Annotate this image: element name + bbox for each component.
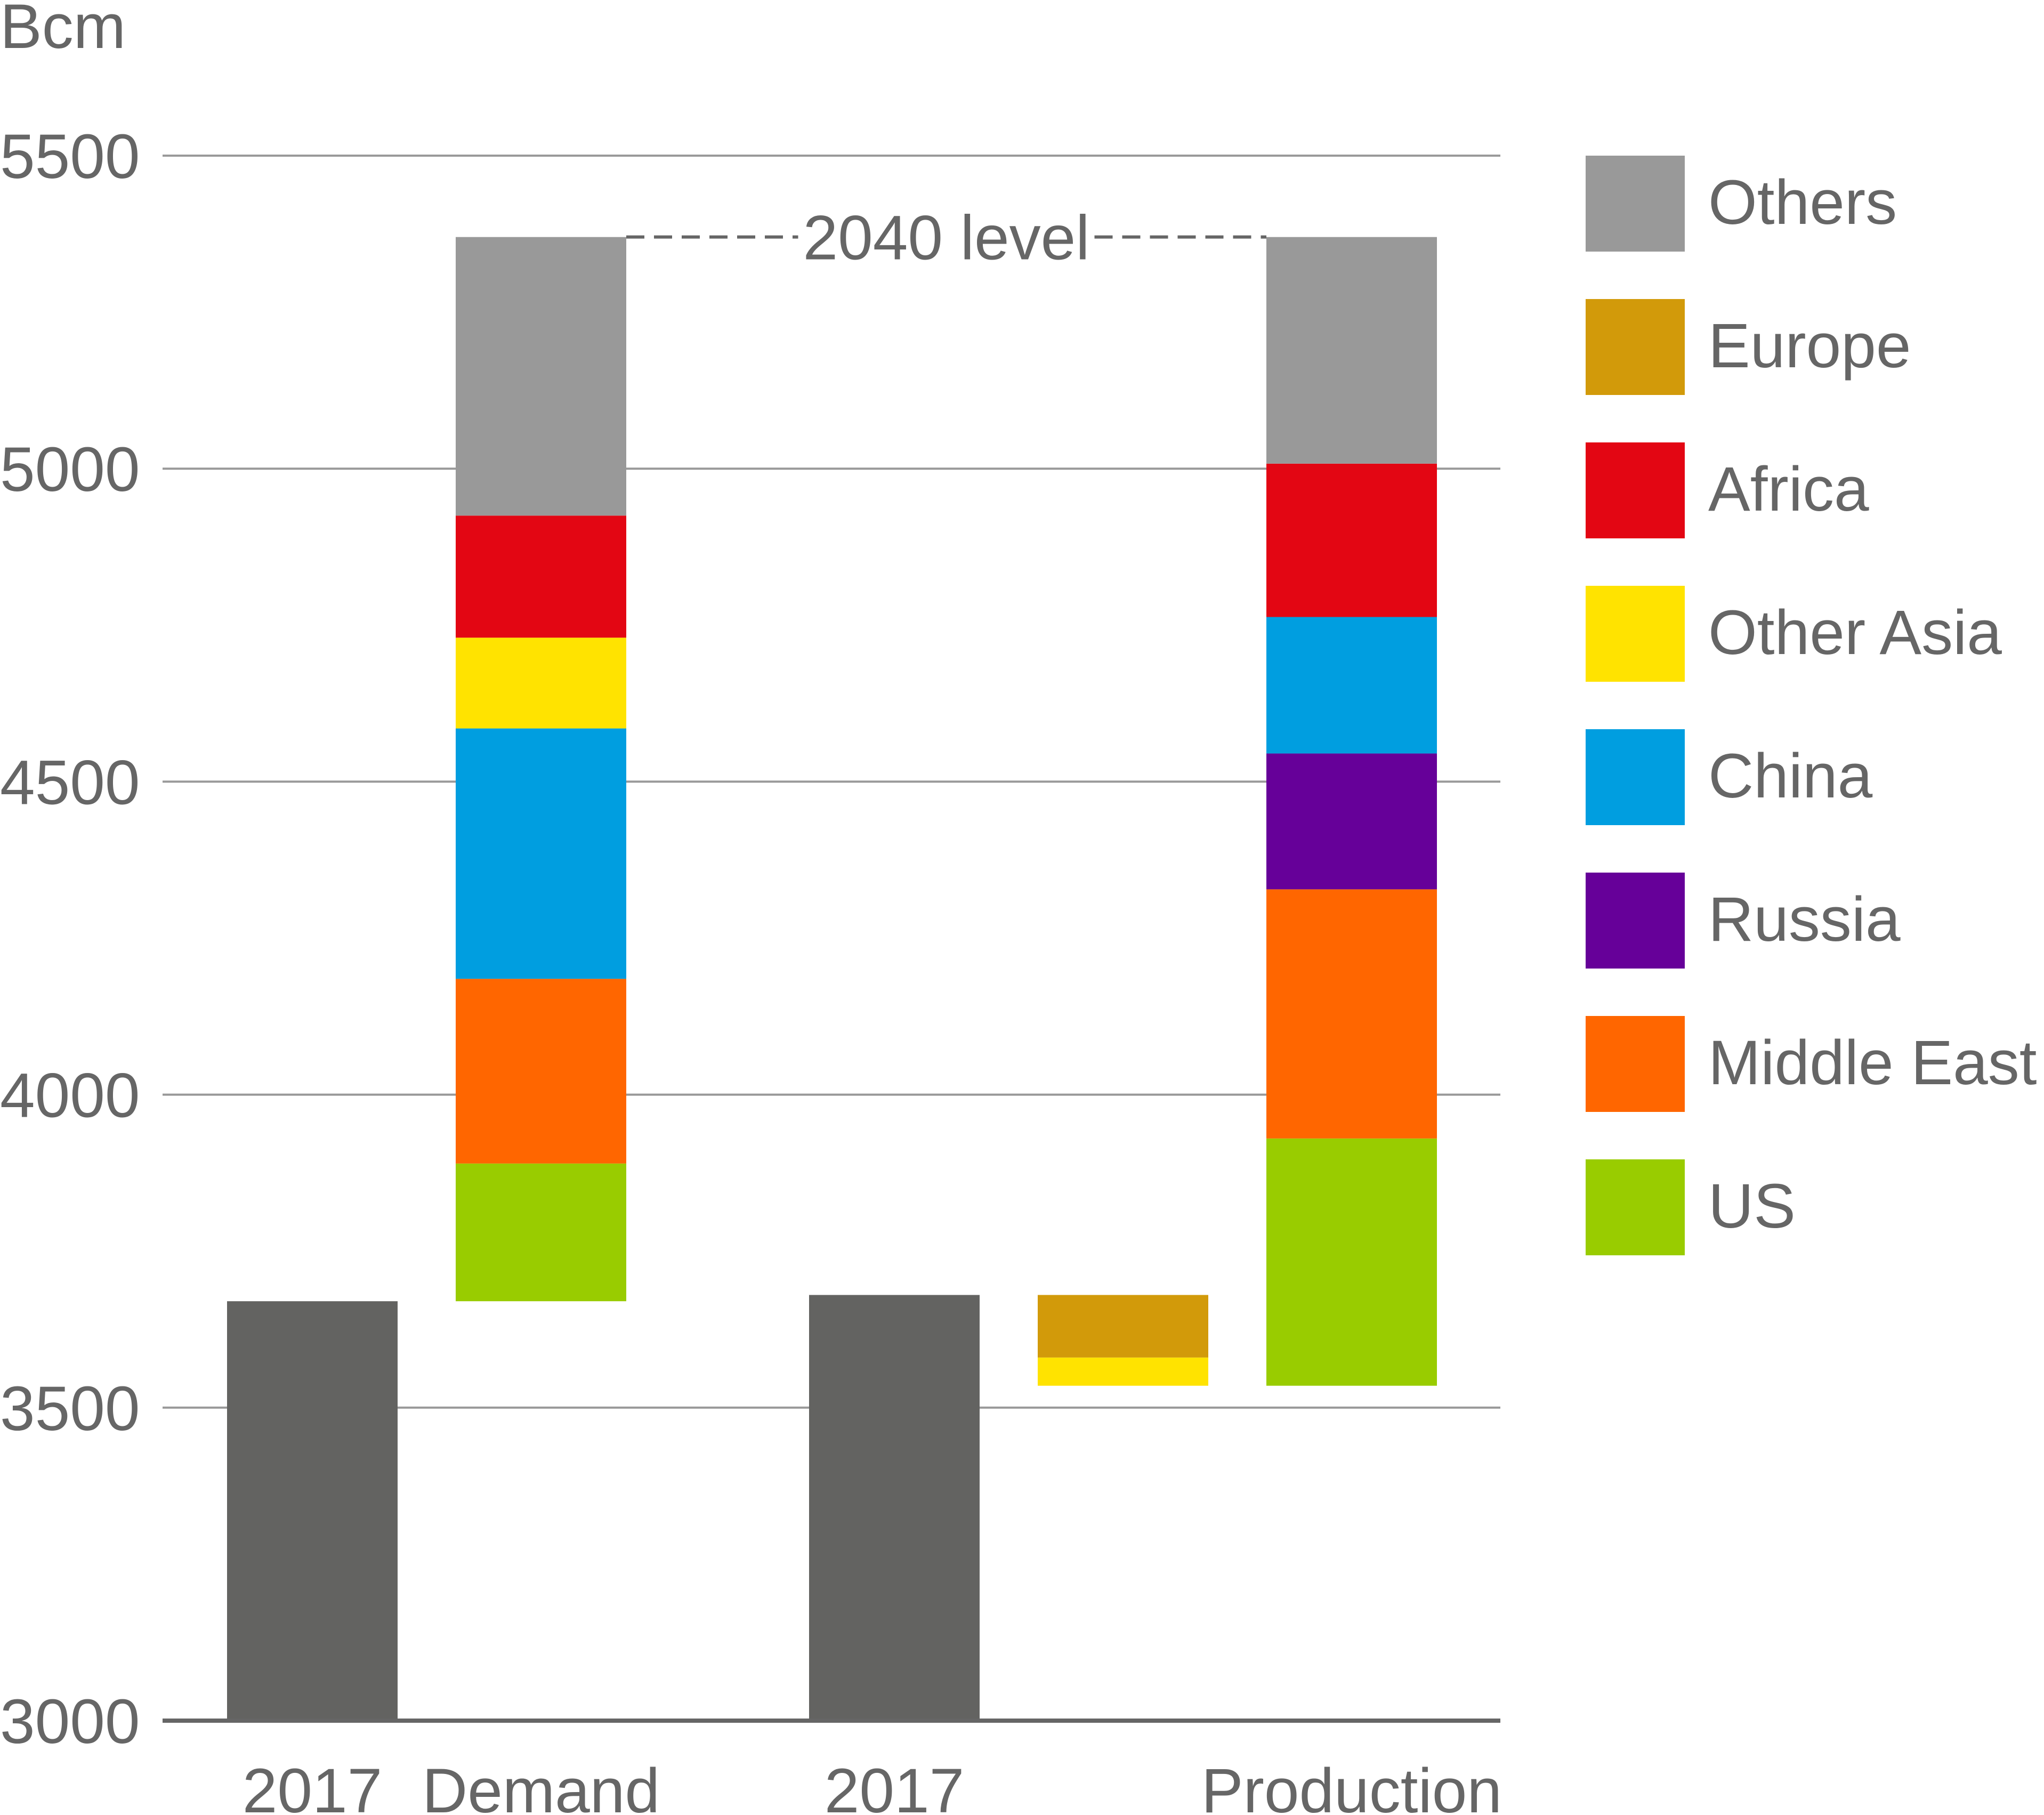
- y-tick-label: 5500: [0, 122, 140, 192]
- legend-swatch: [1586, 299, 1685, 395]
- x-tick-label: 2017: [825, 1756, 965, 1815]
- x-tick-label: Production: [1201, 1756, 1502, 1815]
- legend-swatch: [1586, 586, 1685, 682]
- y-tick-label: 3500: [0, 1374, 140, 1444]
- legend-swatch: [1586, 873, 1685, 969]
- legend-swatch: [1586, 442, 1685, 538]
- legend-label: Africa: [1708, 454, 1869, 525]
- y-axis-ticks: 3000 3500 4000 4500 5000 5500: [0, 122, 140, 1757]
- legend-item-europe: Europe: [1586, 299, 2044, 395]
- legend-label: China: [1708, 741, 1873, 811]
- bar-segment-demand-us: [456, 1163, 626, 1302]
- bar-segment-decline-europe: [1038, 1295, 1208, 1358]
- legend-swatch: [1586, 156, 1685, 252]
- bar-segment-demand-other-asia: [456, 638, 626, 729]
- bar-segment-production-middle-east: [1266, 889, 1437, 1139]
- legend-label: Middle East: [1708, 1028, 2037, 1098]
- level-annotation: 2040 level: [626, 203, 1266, 273]
- bar-segment-production-russia: [1266, 753, 1437, 890]
- bar-segment-decline-other-asia: [1038, 1357, 1208, 1386]
- bar-2017-production: [809, 1295, 980, 1721]
- legend-item-china: China: [1586, 729, 2044, 825]
- y-tick-label: 3000: [0, 1687, 140, 1757]
- level-annotation-label: 2040 level: [803, 203, 1090, 273]
- bar-segment-demand-china: [456, 728, 626, 979]
- legend-label: Others: [1708, 167, 1897, 238]
- bar-segment-production-us: [1266, 1138, 1437, 1386]
- legend-item-us: US: [1586, 1159, 2044, 1255]
- y-axis-unit-label: Bcm: [0, 0, 126, 62]
- legend-item-middle-east: Middle East: [1586, 1016, 2044, 1112]
- legend-item-other-asia: Other Asia: [1586, 586, 2044, 682]
- legend-label: US: [1708, 1171, 1796, 1241]
- bar-segment-demand-africa: [456, 515, 626, 638]
- y-tick-label: 4000: [0, 1061, 140, 1131]
- bar-segment-production-others: [1266, 237, 1437, 464]
- legend-swatch: [1586, 1159, 1685, 1255]
- bars: [227, 237, 1437, 1721]
- x-tick-label: 2017: [243, 1756, 383, 1815]
- legend-label: Europe: [1708, 311, 1911, 381]
- bar-segment-production-china: [1266, 617, 1437, 754]
- legend-swatch: [1586, 729, 1685, 825]
- legend-swatch: [1586, 1016, 1685, 1112]
- x-axis-labels: 2017 Demand 2017 Production: [243, 1756, 1502, 1815]
- bar-segment-demand-middle-east: [456, 979, 626, 1164]
- y-tick-label: 4500: [0, 747, 140, 818]
- legend-item-russia: Russia: [1586, 873, 2044, 969]
- y-tick-label: 5000: [0, 434, 140, 505]
- legend-label: Russia: [1708, 884, 1901, 955]
- legend-item-others: Others: [1586, 156, 2044, 252]
- bar-2017-demand: [227, 1301, 398, 1721]
- x-tick-label: Demand: [422, 1756, 660, 1815]
- bar-segment-demand-others: [456, 237, 626, 516]
- legend-item-africa: Africa: [1586, 442, 2044, 538]
- bar-segment-production-africa: [1266, 463, 1437, 617]
- legend-label: Other Asia: [1708, 598, 2002, 668]
